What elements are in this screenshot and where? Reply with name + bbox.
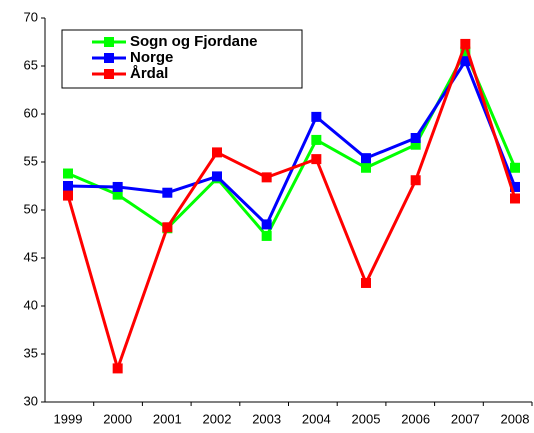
y-tick-label: 55 [24,153,38,168]
marker [112,189,123,200]
marker [311,111,322,122]
x-tick-label: 2003 [252,411,281,426]
x-tick-label: 2005 [352,411,381,426]
marker [261,219,272,230]
marker [212,171,222,182]
marker [112,363,123,374]
marker [63,168,73,179]
y-tick-label: 60 [24,105,38,120]
x-tick-label: 1999 [54,411,83,426]
marker [162,222,173,233]
x-tick-label: 2008 [501,411,530,426]
y-tick-label: 70 [24,9,38,24]
legend-marker [104,69,114,79]
marker [63,181,73,191]
legend-marker [104,37,114,47]
marker [510,181,520,192]
legend-label: Årdal [130,65,168,82]
x-tick-label: 2007 [451,411,480,426]
marker [361,153,371,164]
marker [410,139,421,150]
marker [460,56,471,67]
legend-label: Norge [130,49,173,66]
marker [212,147,222,158]
marker [311,154,322,165]
marker [510,162,520,173]
y-tick-label: 40 [24,297,38,312]
y-tick-label: 65 [24,57,38,72]
marker [410,175,421,186]
x-tick-label: 2002 [203,411,232,426]
marker [63,190,73,201]
marker [410,133,421,143]
x-tick-label: 2001 [153,411,182,426]
marker [510,193,520,204]
legend-marker [104,53,114,63]
marker [162,187,173,198]
series-line [67,57,517,227]
y-tick-label: 45 [24,249,38,264]
marker [361,277,371,288]
x-tick-label: 2006 [401,411,430,426]
series-line [66,39,517,374]
legend-label: Sogn og Fjordane [130,33,258,50]
y-tick-label: 30 [24,393,38,408]
y-tick-label: 35 [24,345,38,360]
x-tick-label: 2000 [103,411,132,426]
marker [460,38,471,49]
marker [361,162,371,173]
marker [460,46,471,57]
marker [311,134,322,145]
marker [112,181,123,192]
marker [261,230,272,241]
y-tick-label: 50 [24,201,38,216]
x-tick-label: 2004 [302,411,331,426]
marker [261,172,272,183]
